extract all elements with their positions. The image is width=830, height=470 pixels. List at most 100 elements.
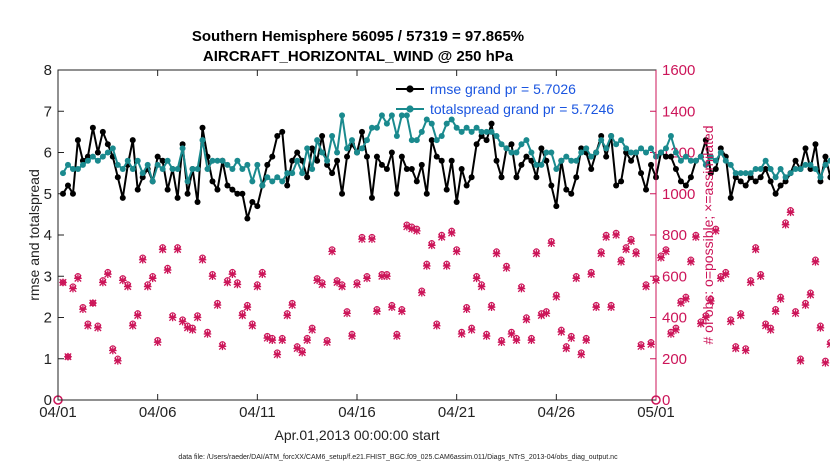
obs-assimilated-point — [348, 332, 356, 340]
obs-assimilated-point — [64, 352, 72, 361]
obs-assimilated-point — [94, 324, 102, 332]
totalspread-point — [179, 145, 186, 152]
rmse-point — [344, 153, 351, 160]
rmse-point — [802, 145, 809, 152]
totalspread-point — [279, 178, 286, 185]
totalspread-point — [643, 149, 650, 156]
obs-assimilated-point — [692, 233, 700, 241]
totalspread-point — [84, 157, 91, 164]
totalspread-point — [543, 149, 550, 156]
obs-assimilated-point — [69, 284, 77, 293]
obs-assimilated-point — [99, 278, 107, 287]
obs-assimilated-point — [632, 249, 640, 258]
totalspread-point — [667, 133, 674, 139]
rmse-point — [104, 141, 111, 148]
rmse-point — [319, 133, 326, 139]
rmse-point — [304, 174, 311, 181]
totalspread-point — [677, 157, 684, 164]
rmse-point — [264, 161, 271, 168]
obs-assimilated-point — [138, 255, 147, 264]
rmse-point — [772, 190, 779, 197]
rmse-point — [667, 153, 674, 160]
obs-assimilated-point — [702, 313, 710, 322]
obs-assimilated-point — [627, 237, 635, 245]
totalspread-point — [633, 149, 640, 156]
obs-assimilated-point — [109, 346, 117, 355]
obs-assimilated-point — [487, 303, 496, 311]
obs-assimilated-point — [303, 336, 311, 344]
rmse-point — [563, 186, 570, 193]
rmse-point — [752, 178, 759, 185]
totalspread-point — [757, 166, 764, 172]
rmse-point — [682, 182, 689, 189]
totalspread-point — [69, 166, 76, 172]
obs-assimilated-point — [497, 338, 506, 347]
obs-assimilated-point — [756, 272, 765, 281]
rmse-point — [478, 133, 485, 139]
rmse-point — [179, 141, 186, 148]
y2-tick-label: 1600 — [662, 62, 695, 79]
rmse-point — [782, 178, 789, 185]
rmse-point — [214, 186, 221, 193]
obs-assimilated-point — [373, 307, 381, 316]
obs-assimilated-point — [741, 346, 750, 355]
totalspread-point — [603, 145, 610, 152]
obs-assimilated-point — [512, 336, 521, 344]
rmse-point — [433, 153, 440, 160]
totalspread-point — [538, 161, 545, 168]
obs-assimilated-point — [393, 332, 401, 340]
y2-axis-label: # of obs: o=possible; ×=assimilated — [700, 125, 716, 344]
obs-assimilated-point — [383, 272, 391, 281]
obs-assimilated-point — [378, 272, 386, 281]
totalspread-point — [697, 153, 704, 160]
obs-assimilated-point — [736, 311, 745, 320]
obs-assimilated-point — [492, 249, 501, 258]
rmse-point — [119, 194, 126, 201]
obs-assimilated-point — [826, 340, 830, 349]
totalspread-point — [204, 166, 211, 172]
totalspread-point — [159, 166, 166, 172]
obs-assimilated-point — [323, 338, 331, 347]
obs-assimilated-point — [582, 336, 591, 344]
x-axis-label: Apr.01,2013 00:00:00 start — [274, 427, 439, 443]
rmse-point — [737, 178, 744, 185]
obs-assimilated-point — [89, 299, 97, 307]
obs-assimilated-point — [527, 336, 536, 344]
y2-tick-label: 800 — [662, 227, 687, 244]
totalspread-point — [558, 157, 565, 164]
obs-assimilated-point — [472, 274, 481, 283]
totalspread-point — [827, 157, 830, 164]
totalspread-point — [453, 124, 460, 131]
rmse-point — [274, 133, 281, 139]
totalspread-point — [254, 161, 261, 168]
totalspread-point — [488, 128, 495, 135]
totalspread-point — [503, 145, 510, 152]
rmse-point — [164, 186, 171, 193]
rmse-point — [672, 166, 679, 172]
totalspread-point — [244, 161, 251, 168]
obs-assimilated-point — [712, 227, 720, 235]
totalspread-point — [358, 145, 365, 152]
totalspread-point — [523, 137, 530, 144]
obs-assimilated-point — [168, 313, 177, 322]
totalspread-point — [613, 141, 620, 148]
totalspread-point — [573, 157, 580, 164]
obs-assimilated-point — [442, 262, 451, 270]
totalspread-point — [264, 174, 271, 181]
rmse-point — [403, 166, 410, 172]
rmse-point — [239, 190, 246, 197]
obs-assimilated-point — [248, 321, 257, 330]
y-tick-label: 1 — [44, 351, 52, 368]
rmse-point — [463, 182, 470, 189]
rmse-point — [807, 166, 814, 172]
rmse-point — [294, 149, 301, 156]
data-lines — [59, 112, 830, 222]
totalspread-point — [438, 133, 445, 139]
rmse-point — [707, 170, 714, 177]
obs-assimilated-point — [268, 336, 277, 344]
obs-assimilated-point — [806, 291, 815, 299]
y2-tick-label: 200 — [662, 351, 687, 368]
obs-assimilated-point — [133, 311, 142, 320]
obs-assimilated-point — [79, 305, 87, 314]
rmse-point — [453, 199, 460, 205]
